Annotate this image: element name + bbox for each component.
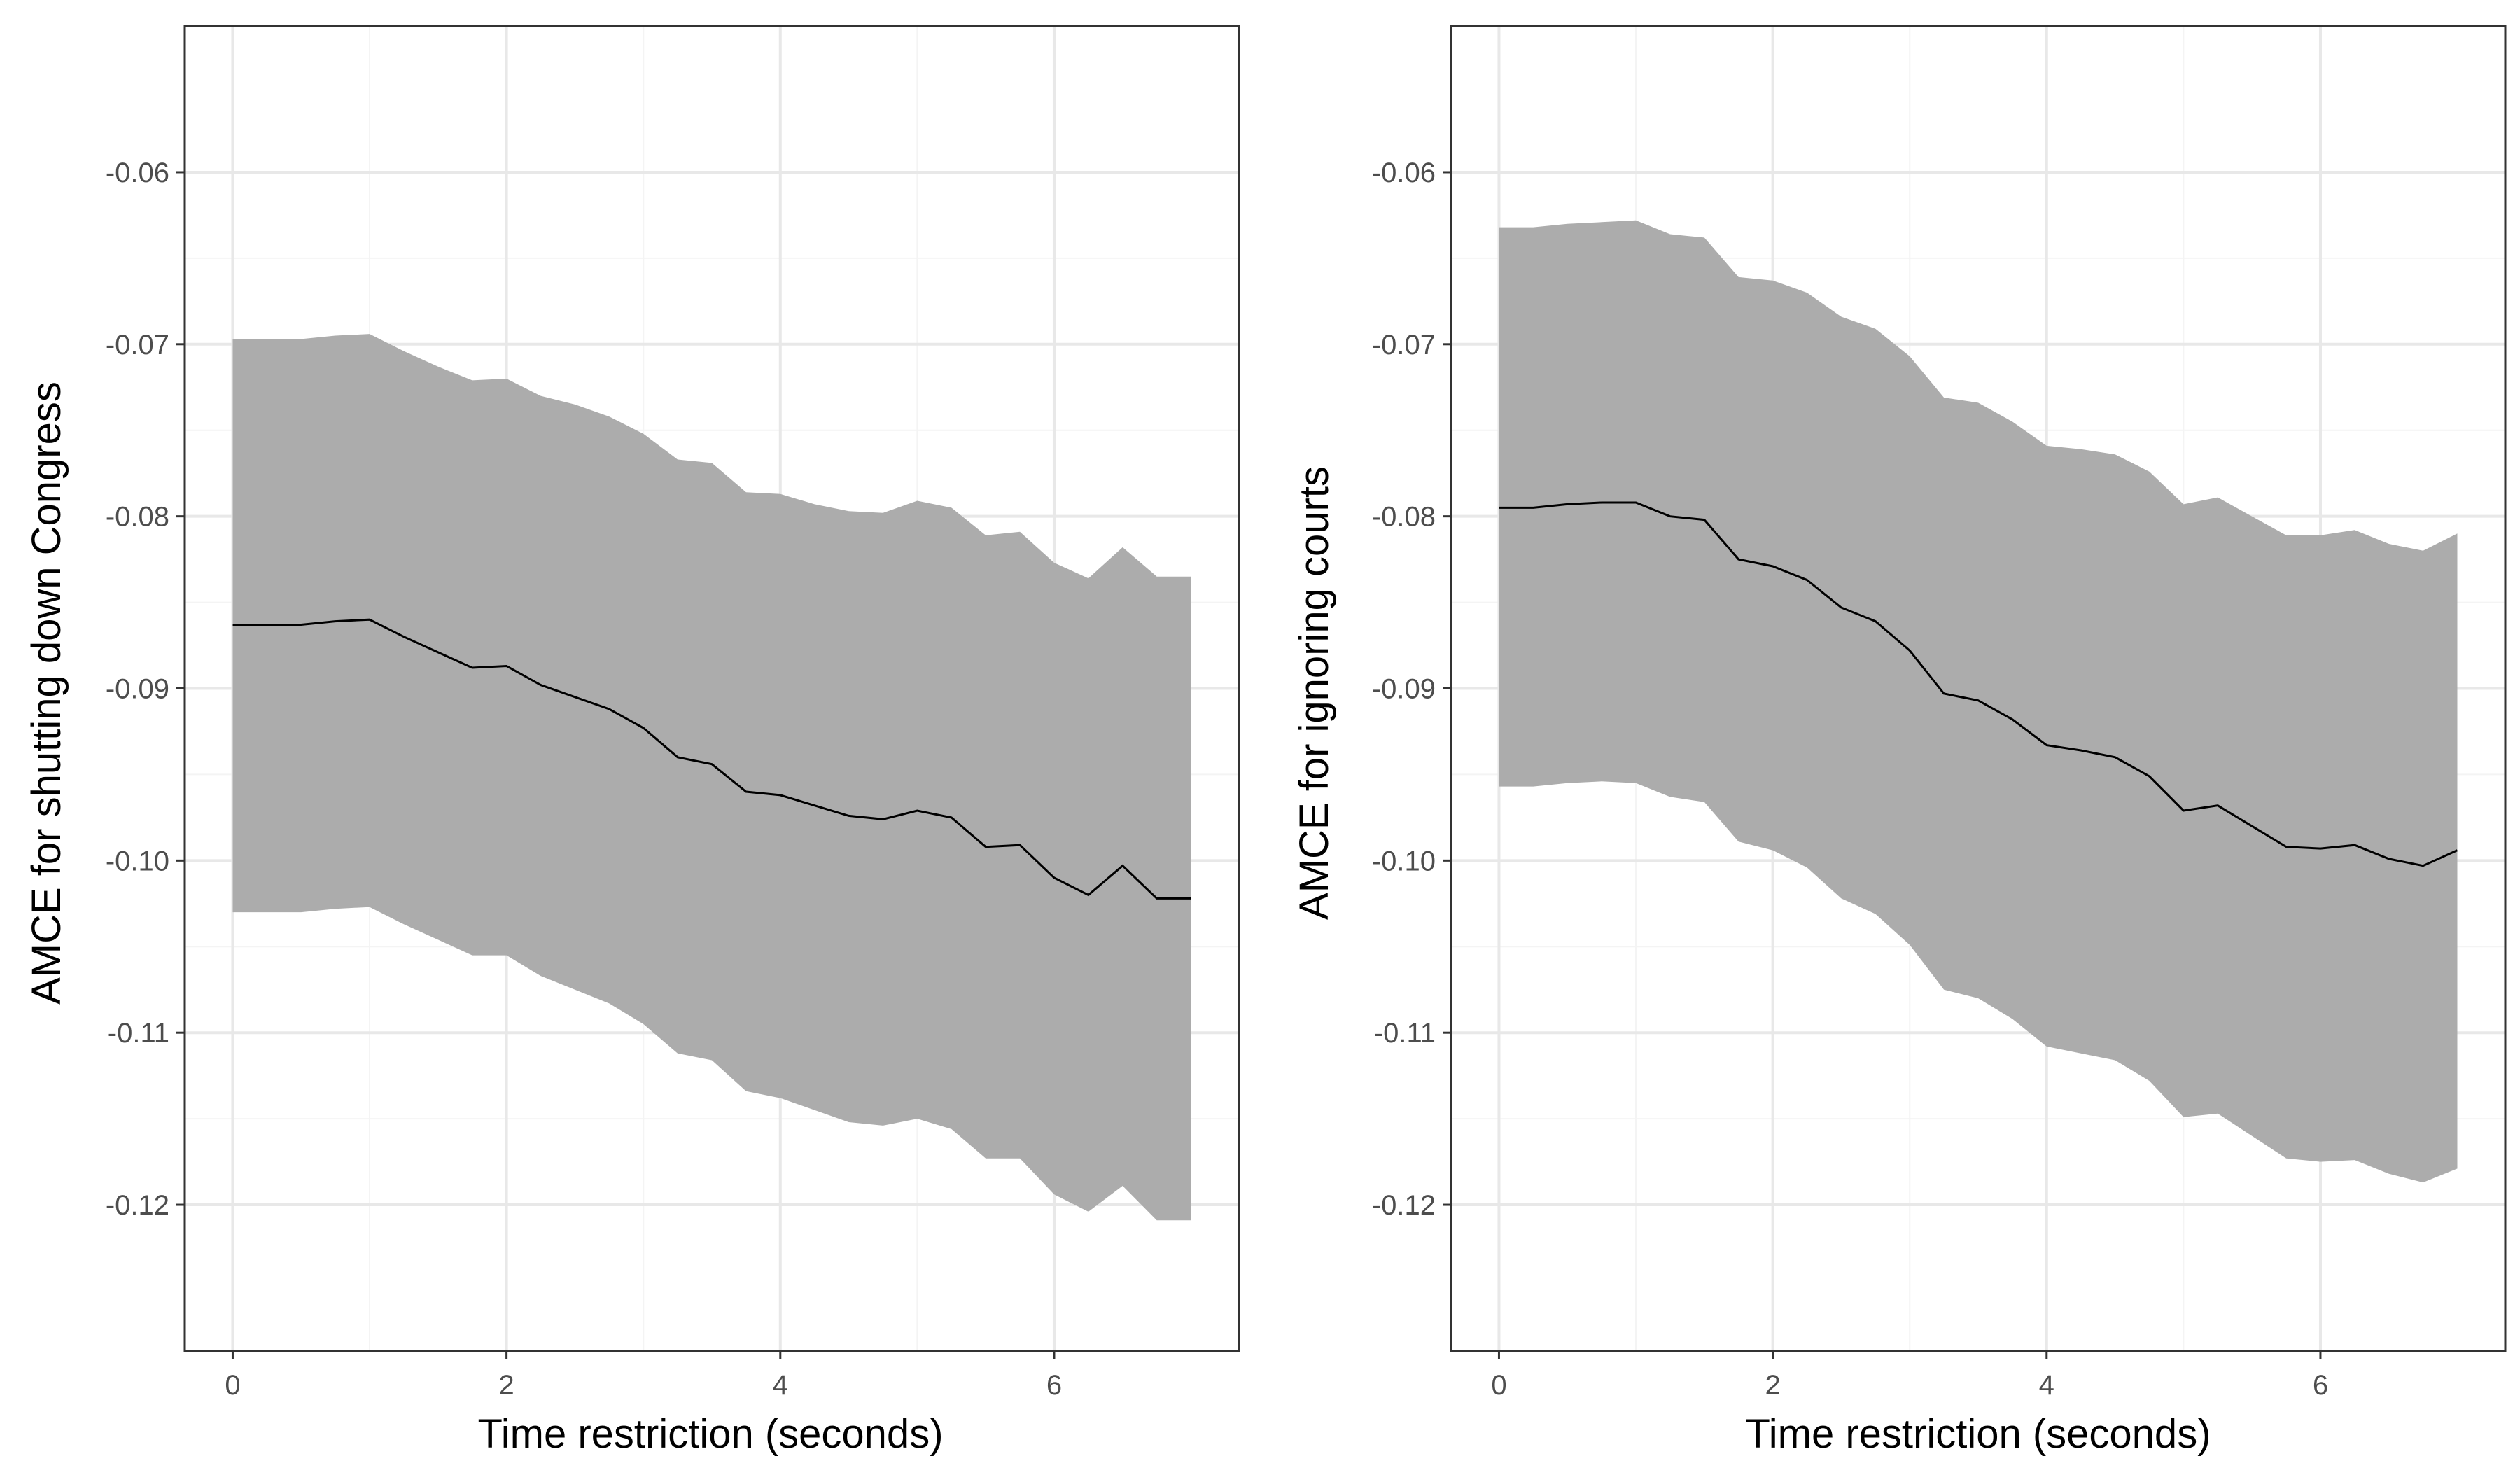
y-tick-label: -0.08 <box>106 502 169 533</box>
y-tick-label: -0.06 <box>106 158 169 188</box>
y-tick-label: -0.10 <box>106 846 169 876</box>
y-tick-label: -0.09 <box>106 674 169 705</box>
x-axis-title: Time restriction (seconds) <box>1745 1411 2211 1457</box>
panel-left: -0.06-0.07-0.08-0.09-0.10-0.11-0.120 2 4 6 … <box>24 24 1240 1457</box>
y-tick-label: -0.11 <box>1374 1018 1436 1049</box>
x-tick-label: 2 <box>1765 1370 1780 1401</box>
y-tick-label: -0.08 <box>1372 502 1436 533</box>
x-tick-label: 6 <box>1046 1370 1062 1401</box>
y-tick-label: -0.10 <box>1372 846 1436 876</box>
panel-right: -0.06-0.07-0.08-0.09-0.10-0.11-0.120 2 4 6 … <box>1292 24 2507 1457</box>
y-axis-title: AMCE for ignoring courts <box>1292 466 1337 920</box>
x-axis-title: Time restriction (seconds) <box>477 1411 943 1457</box>
y-tick-label: -0.06 <box>1372 158 1436 188</box>
estimate-line <box>1499 501 2458 867</box>
y-tick-label: -0.07 <box>1372 330 1436 360</box>
plot-area: -0.06 -0.07 -0.08 -0.09 -0.10 -0.11 -0.12 0 2 4 6 <box>1372 24 2507 1401</box>
x-tick-label: 2 <box>498 1370 514 1401</box>
y-tick-label: -0.11 <box>108 1018 169 1049</box>
x-tick-label: 4 <box>773 1370 788 1401</box>
x-tick-label: 6 <box>2313 1370 2328 1401</box>
confidence-band <box>232 334 1191 1221</box>
y-tick-label: -0.09 <box>1372 674 1436 705</box>
y-tick-label: -0.12 <box>106 1190 169 1221</box>
y-tick-label: -0.12 <box>1372 1190 1436 1221</box>
plot-area: -0.06 -0.07 -0.08 -0.09 -0.10 -0.11 -0.12 0 2 4 6 <box>106 24 1240 1401</box>
x-tick-label: 4 <box>2039 1370 2054 1401</box>
y-tick-label: -0.07 <box>106 330 169 360</box>
x-tick-label: 0 <box>225 1370 240 1401</box>
y-axis-title: AMCE for shutting down Congress <box>24 382 69 1004</box>
estimate-line <box>232 618 1191 899</box>
x-tick-label: 0 <box>1491 1370 1506 1401</box>
